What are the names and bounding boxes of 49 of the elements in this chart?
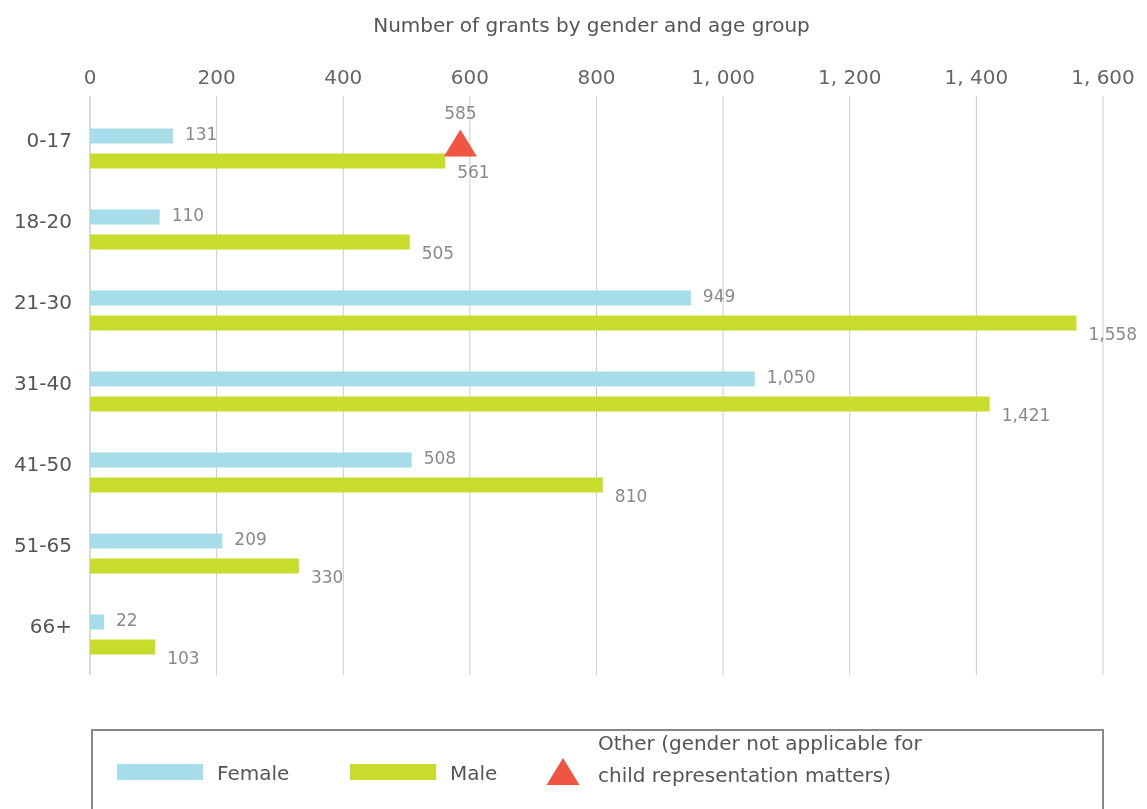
bar [90,639,156,655]
x-tick-label: 400 [324,65,363,89]
data-label: 110 [171,205,205,225]
y-tick-label: 66+ [29,614,72,638]
x-tick-label: 1, 600 [1071,65,1135,89]
legend-label: Female [217,761,290,785]
data-label: 810 [614,486,648,506]
bar [90,452,412,468]
x-tick-label: 600 [450,65,489,89]
x-tick-label: 1, 000 [691,65,755,89]
data-label: 330 [310,567,344,587]
x-axis-title: Number of grants by gender and age group [373,13,810,37]
data-label: 131 [184,124,218,144]
data-label: 508 [423,448,457,468]
bar [90,153,446,169]
x-tick-label: 200 [197,65,236,89]
y-tick-label: 41-50 [13,452,72,476]
data-label: 585 [444,102,477,123]
bar [90,234,410,250]
data-label: 209 [234,529,267,549]
bar [90,128,173,144]
bar [90,290,691,306]
data-label: 561 [457,162,490,182]
x-tick-label: 1, 200 [817,65,882,89]
x-tick-label: 800 [577,65,616,89]
data-label: 22 [115,610,138,630]
legend-label: Male [450,761,498,785]
y-tick-label: 21-30 [13,290,72,314]
legend-label: Other (gender not applicable for child representation matters) [598,731,923,787]
bar [90,209,160,225]
bar [90,315,1077,331]
data-label: 505 [421,243,455,263]
data-label: 1,421 [1001,405,1051,425]
y-tick-label: 31-40 [13,371,72,395]
data-label: 1,050 [766,367,816,387]
bar [90,371,755,387]
x-tick-label: 0 [83,65,97,89]
bar [90,533,223,549]
y-tick-label: 51-65 [13,533,72,557]
data-label: 103 [167,648,200,668]
x-tick-label: 1, 400 [944,65,1009,89]
bar [90,614,104,630]
y-tick-label: 18-20 [13,209,72,233]
y-tick-label: 0-17 [26,128,72,152]
bar [90,396,990,412]
data-label: 1,558 [1088,324,1138,344]
data-label: 949 [702,286,736,306]
bar [90,558,299,574]
bar [90,477,603,493]
